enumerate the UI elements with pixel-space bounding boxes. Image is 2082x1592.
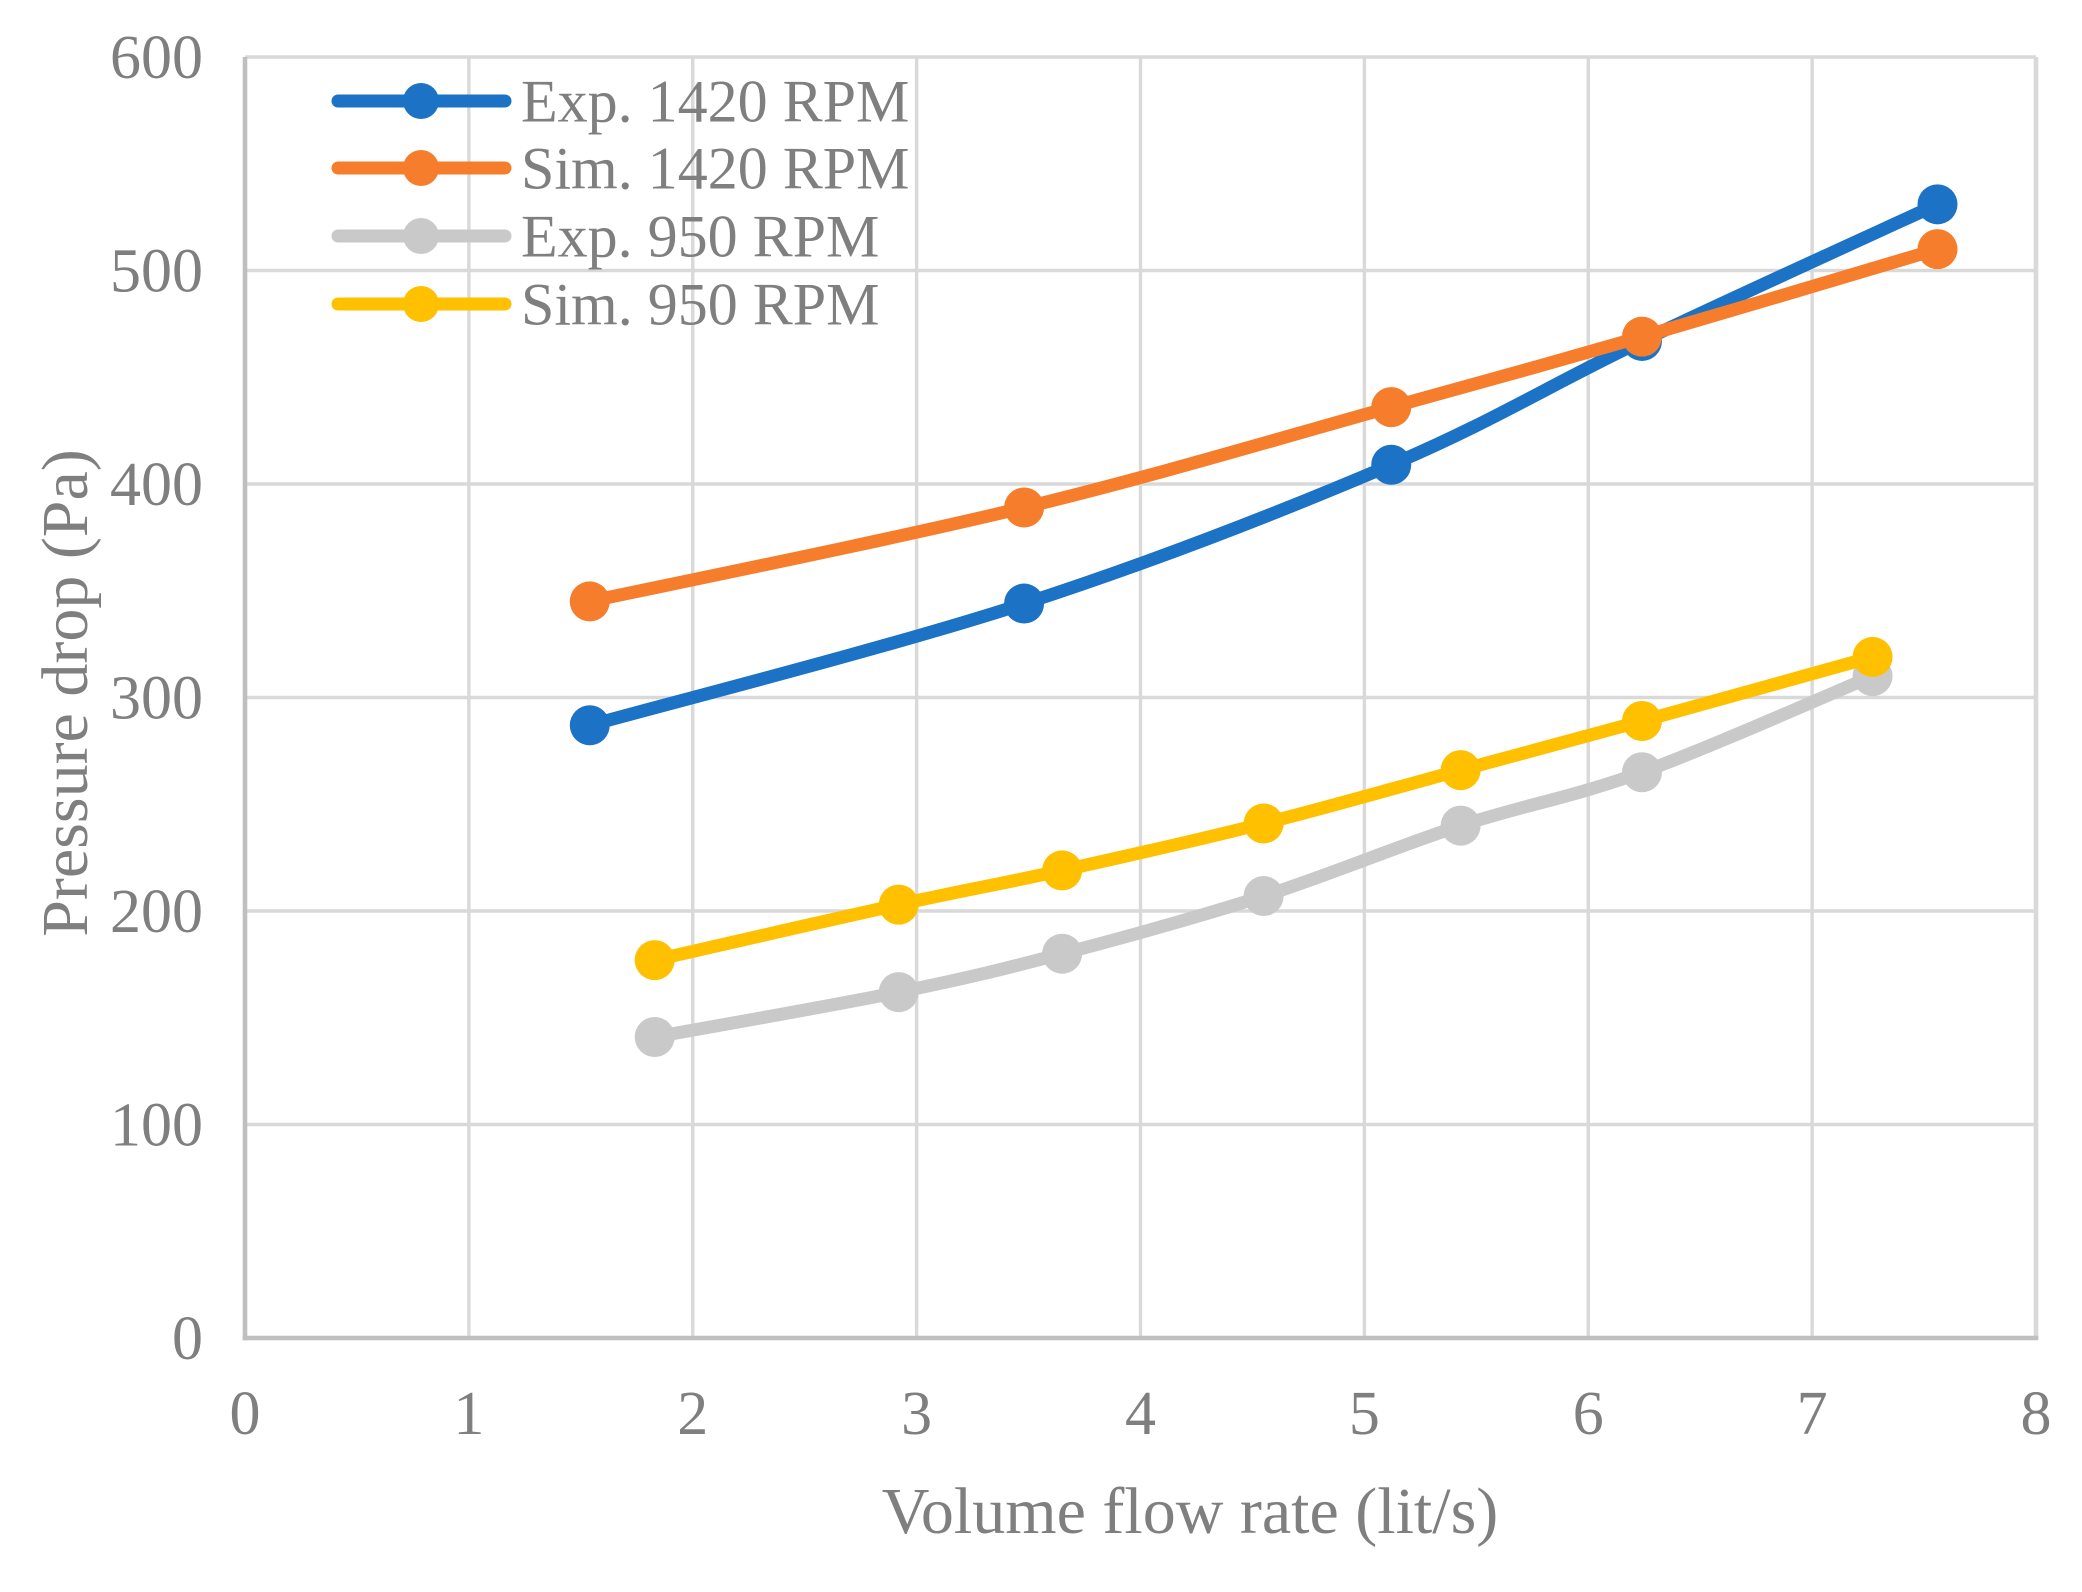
series-line-exp-1420-rpm xyxy=(583,197,1944,732)
marker-exp-950-rpm-4 xyxy=(1440,805,1481,846)
x-tick-label-5: 5 xyxy=(1349,1380,1380,1448)
x-tick-label-7: 7 xyxy=(1797,1380,1828,1448)
legend-marker-exp-1420-rpm xyxy=(403,83,439,119)
marker-sim-950-rpm-6 xyxy=(1852,636,1893,677)
x-tick-label-3: 3 xyxy=(901,1380,932,1448)
marker-sim-950-rpm-4 xyxy=(1440,750,1481,791)
marker-sim-950-rpm-5 xyxy=(1621,700,1662,741)
marker-sim-1420-rpm-0 xyxy=(569,581,610,622)
y-tick-label-300: 300 xyxy=(110,665,203,733)
legend-marker-exp-950-rpm xyxy=(403,218,439,254)
marker-sim-1420-rpm-2 xyxy=(1371,387,1412,428)
x-tick-label-4: 4 xyxy=(1125,1380,1156,1448)
y-tick-label-100: 100 xyxy=(110,1092,203,1160)
legend-label-exp-1420-rpm: Exp. 1420 RPM xyxy=(521,68,909,134)
y-tick-label-0: 0 xyxy=(172,1305,203,1373)
marker-sim-950-rpm-3 xyxy=(1243,803,1284,844)
marker-exp-950-rpm-2 xyxy=(1042,933,1083,974)
marker-sim-1420-rpm-1 xyxy=(1004,487,1045,528)
marker-sim-950-rpm-1 xyxy=(878,884,919,925)
marker-exp-1420-rpm-0 xyxy=(569,705,610,746)
x-tick-label-2: 2 xyxy=(677,1380,708,1448)
y-tick-label-600: 600 xyxy=(110,24,203,92)
x-tick-label-0: 0 xyxy=(230,1380,261,1448)
x-tick-label-6: 6 xyxy=(1573,1380,1604,1448)
marker-exp-1420-rpm-1 xyxy=(1004,583,1045,624)
marker-sim-950-rpm-0 xyxy=(634,940,675,981)
marker-exp-950-rpm-0 xyxy=(634,1016,675,1057)
legend-label-sim-950-rpm: Sim. 950 RPM xyxy=(521,271,879,337)
marker-exp-950-rpm-1 xyxy=(878,972,919,1013)
marker-exp-1420-rpm-4 xyxy=(1917,184,1958,225)
marker-sim-1420-rpm-4 xyxy=(1917,229,1958,270)
legend-label-sim-1420-rpm: Sim. 1420 RPM xyxy=(521,135,909,201)
x-axis-title: Volume flow rate (lit/s) xyxy=(881,1475,1499,1548)
x-tick-label-8: 8 xyxy=(2021,1380,2052,1448)
legend-label-exp-950-rpm: Exp. 950 RPM xyxy=(521,203,879,269)
marker-exp-1420-rpm-2 xyxy=(1371,444,1412,485)
x-tick-label-1: 1 xyxy=(453,1380,484,1448)
y-tick-label-500: 500 xyxy=(110,238,203,306)
legend-marker-sim-1420-rpm xyxy=(403,150,439,186)
legend-marker-sim-950-rpm xyxy=(403,286,439,322)
series-line-exp-950-rpm xyxy=(648,669,1880,1044)
y-tick-label-400: 400 xyxy=(110,451,203,519)
y-tick-label-200: 200 xyxy=(110,878,203,946)
marker-exp-950-rpm-3 xyxy=(1243,876,1284,917)
marker-sim-950-rpm-2 xyxy=(1042,850,1083,891)
y-axis-title: Pressure drop (Pa) xyxy=(29,449,102,937)
marker-exp-950-rpm-5 xyxy=(1621,752,1662,793)
series-line-sim-1420-rpm xyxy=(583,242,1944,608)
marker-sim-1420-rpm-3 xyxy=(1621,316,1662,357)
